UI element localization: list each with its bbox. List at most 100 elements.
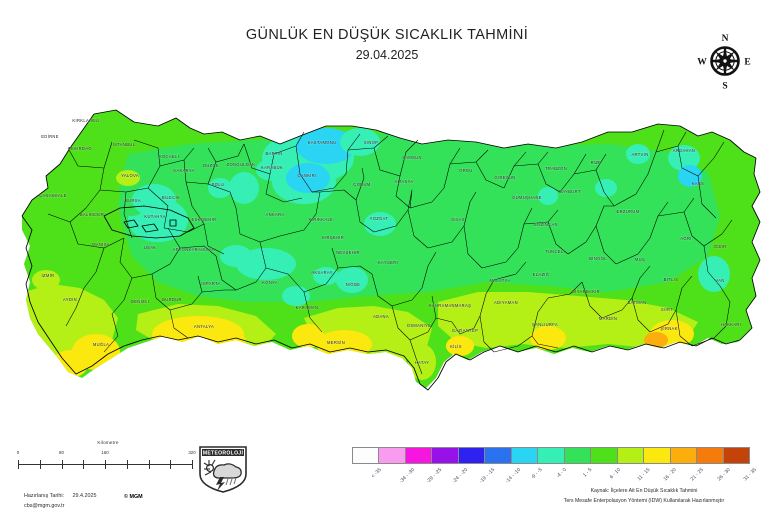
- title-block: GÜNLÜK EN DÜŞÜK SICAKLIK TAHMİNİ 29.04.2…: [0, 26, 774, 64]
- province-label: KIRKLARELİ: [72, 118, 99, 123]
- legend-tick-label: -14 - -10: [504, 467, 523, 485]
- copyright-notice: © MGM: [124, 494, 143, 500]
- legend-swatch: [378, 448, 405, 463]
- province-label: KAHRAMANMARAŞ: [429, 303, 471, 308]
- province-label: ELAZIĞ: [533, 272, 550, 277]
- province-label: TEKİRDAĞ: [68, 146, 92, 151]
- legend-swatch: [431, 448, 458, 463]
- province-label: KASTAMONU: [308, 140, 337, 145]
- province-label: ZONGULDAK: [227, 162, 256, 167]
- province-label: İSTANBUL: [113, 142, 136, 147]
- legend-swatch: [696, 448, 723, 463]
- compass-rose-icon: N S E W: [694, 28, 756, 94]
- province-label: YALOVA: [121, 173, 139, 178]
- province-label: GAZİANTEP: [452, 328, 478, 333]
- turkey-temperature-map[interactable]: KIRKLARELİ EDİRNE TEKİRDAĞ İSTANBUL KOCAELİ Y…: [8, 96, 766, 418]
- contact-row: cbs@mgm.gov.tr © MGM: [24, 494, 234, 509]
- scale-unit-label: Kilometre: [97, 440, 119, 445]
- province-label: BİNGÖL: [589, 256, 607, 261]
- province-label: AFYONKARAHİSAR: [173, 247, 216, 252]
- province-label: KÜTAHYA: [144, 214, 165, 219]
- scale-tick-80: 80: [59, 450, 64, 455]
- province-label: ANKARA: [266, 212, 285, 217]
- province-label: ORDU: [459, 168, 472, 173]
- legend-tick-label: -29 - -25: [425, 467, 443, 485]
- province-label: ERZİNCAN: [534, 222, 558, 227]
- province-label: BOLU: [212, 182, 225, 187]
- province-label: SİVAS: [451, 217, 465, 222]
- province-label: TUNCELİ: [545, 249, 565, 254]
- legend-swatch: [353, 448, 379, 463]
- province-label: UŞAK: [144, 245, 157, 250]
- scale-tick-0: 0: [16, 450, 20, 455]
- province-label: ŞIRNAK: [660, 326, 677, 331]
- legend-tick-label: 31 - 35: [742, 467, 758, 483]
- province-label: KARABÜK: [261, 165, 283, 170]
- source-block: Kaynak: İlçelere Ait En Düşük Sıcaklık T…: [520, 486, 768, 506]
- legend-swatch: [484, 448, 511, 463]
- svg-text:S: S: [722, 82, 727, 92]
- province-label: VAN: [715, 278, 724, 283]
- legend-tick-label: 1 - 5: [581, 467, 594, 479]
- legend-tick-label: 11 - 15: [636, 467, 652, 482]
- province-label: BİTLİS: [664, 277, 679, 282]
- province-label: YOZGAT: [370, 216, 389, 221]
- province-label: ERZURUM: [617, 209, 640, 214]
- province-label: ADIYAMAN: [494, 300, 518, 305]
- province-label: KIRŞEHİR: [322, 235, 344, 240]
- svg-text:METEOROLOJİ: METEOROLOJİ: [203, 450, 244, 457]
- legend-swatch: [616, 448, 644, 463]
- province-label: MANİSA: [92, 242, 110, 247]
- province-label: MARDİN: [599, 316, 617, 321]
- province-borders: [47, 129, 733, 375]
- province-label: GİRESUN: [494, 175, 515, 180]
- prepared-label: Hazırlanış Tarihi:: [24, 493, 65, 499]
- province-label: RİZE: [591, 160, 602, 165]
- province-label: IĞDIR: [713, 244, 726, 249]
- province-label: AĞRI: [680, 236, 691, 241]
- province-label: KARS: [692, 181, 705, 186]
- credits-block: Hazırlanış Tarihi: 29.4.2025 cbs@mgm.gov…: [24, 484, 234, 509]
- province-label: İZMİR: [42, 273, 55, 278]
- province-label: ÇANKIRI: [297, 173, 316, 178]
- province-label: MUŞ: [635, 257, 645, 262]
- province-label: DENİZLİ: [131, 299, 149, 304]
- province-label: ARTVİN: [631, 152, 648, 157]
- legend-tick-label: -9 - -5: [529, 467, 544, 481]
- legend-swatch: [537, 448, 564, 463]
- province-label: DİYARBAKIR: [572, 289, 600, 294]
- legend-swatch: [590, 448, 617, 463]
- legend-swatch: [563, 448, 591, 463]
- province-label: HATAY: [415, 360, 430, 365]
- province-label: GÜMÜŞHANE: [512, 195, 542, 200]
- province-label: BARTIN: [265, 151, 282, 156]
- province-label: BAYBURT: [559, 189, 581, 194]
- province-label: DÜZCE: [203, 163, 219, 168]
- province-label: ADANA: [373, 314, 389, 319]
- meteoroloji-shield-icon: METEOROLOJİ: [196, 444, 250, 494]
- temperature-raster: [22, 110, 760, 388]
- legend-tick-label: < -35: [369, 467, 383, 480]
- province-label: MUĞLA: [93, 342, 109, 347]
- temperature-legend: < -35 -34 - -30 -29 - -25 -24 - -20 -19 - -1…: [352, 447, 758, 490]
- province-label: MERSİN: [327, 340, 345, 345]
- province-label: ANTALYA: [194, 324, 214, 329]
- province-labels: KIRKLARELİ EDİRNE TEKİRDAĞ İSTANBUL KOCAELİ Y…: [39, 118, 741, 366]
- province-label: KAYSERİ: [378, 260, 398, 265]
- legend-swatch: [643, 448, 670, 463]
- source-line-2: Ters Mesafe Enterpolasyon Yöntemi (IDW) …: [563, 498, 725, 504]
- province-label: MALATYA: [490, 278, 511, 283]
- legend-tick-label: 26 - 30: [716, 467, 732, 483]
- scale-bar: Kilometre 0 80 160 320: [16, 440, 198, 474]
- province-label: SİİRT: [661, 307, 673, 312]
- legend-swatch: [457, 448, 485, 463]
- prepared-row: Hazırlanış Tarihi: 29.4.2025: [24, 484, 234, 499]
- province-label: NİĞDE: [346, 282, 361, 287]
- forecast-date: 29.04.2025: [355, 48, 419, 62]
- legend-swatch: [722, 448, 750, 463]
- scale-tick-160: 160: [101, 450, 109, 455]
- svg-text:W: W: [697, 58, 707, 68]
- contact-email[interactable]: cbs@mgm.gov.tr: [24, 503, 65, 509]
- province-label: HAKKARİ: [721, 322, 741, 327]
- province-label: ARDAHAN: [673, 148, 695, 153]
